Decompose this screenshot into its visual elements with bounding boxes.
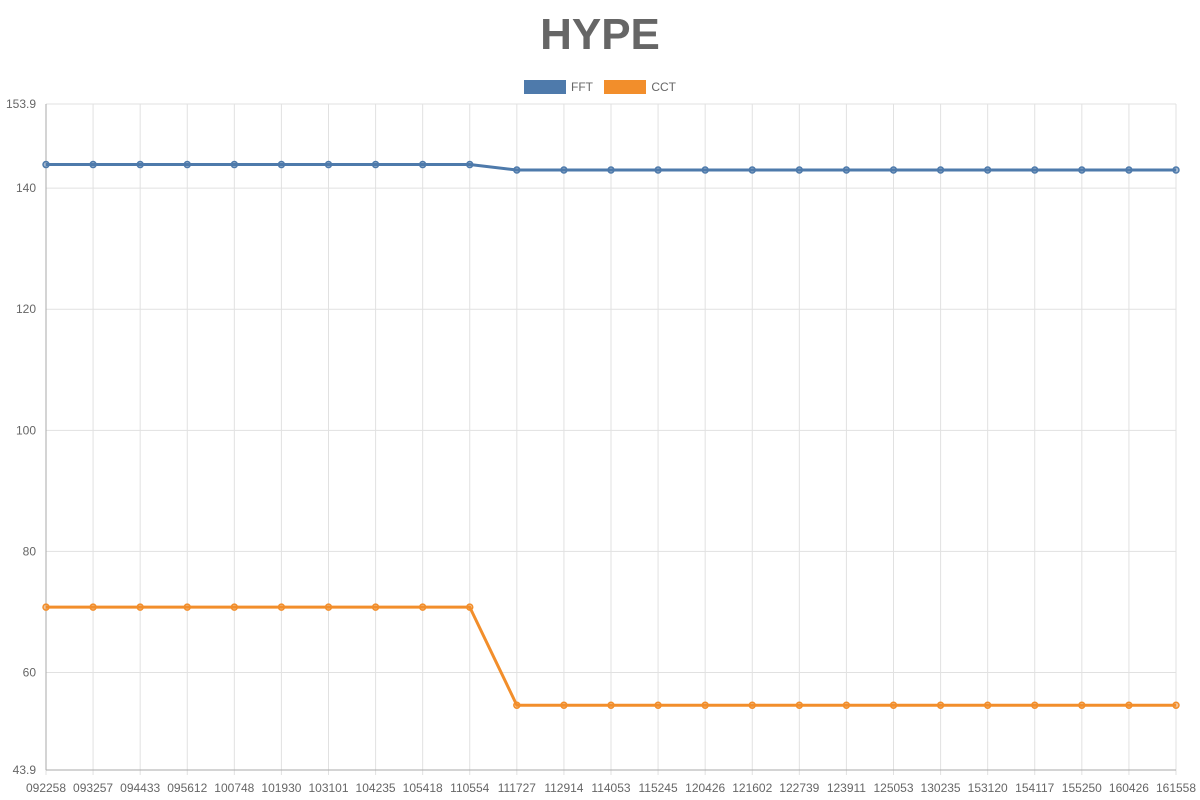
- x-tick-label: 154117: [1015, 781, 1054, 795]
- data-point-fft: [136, 160, 144, 169]
- x-tick-label: 103101: [308, 781, 348, 795]
- x-tick-label: 123911: [827, 781, 866, 795]
- data-point-cct: [183, 603, 191, 611]
- data-point-fft: [748, 166, 756, 174]
- data-point-cct: [1125, 701, 1133, 709]
- chart-title: HYPE: [540, 10, 660, 59]
- legend-swatch-fft: [523, 80, 566, 94]
- x-tick-label: 104235: [356, 781, 396, 795]
- data-point-fft: [607, 166, 615, 174]
- data-point-cct: [560, 701, 568, 709]
- data-point-fft: [466, 160, 474, 169]
- data-point-fft: [701, 166, 709, 174]
- y-tick-label: 43.9: [13, 763, 37, 777]
- legend: FFT CCT: [0, 80, 1200, 97]
- data-point-fft: [42, 160, 50, 169]
- data-point-cct: [42, 603, 50, 611]
- data-point-cct: [983, 701, 992, 709]
- data-point-fft: [1125, 166, 1133, 174]
- data-point-fft: [418, 160, 427, 169]
- x-tick-label: 155250: [1062, 781, 1102, 795]
- x-tick-label: 092258: [26, 781, 66, 795]
- x-tick-label: 160426: [1109, 781, 1149, 795]
- x-tick-label: 101930: [261, 781, 301, 795]
- y-tick-label: 80: [23, 544, 37, 558]
- data-point-cct: [607, 701, 615, 709]
- x-tick-label: 114053: [591, 781, 630, 795]
- data-point-fft: [230, 160, 239, 169]
- data-point-cct: [466, 603, 474, 611]
- data-point-fft: [371, 160, 380, 169]
- y-tick-label: 100: [16, 423, 36, 437]
- data-point-fft: [795, 166, 804, 174]
- legend-label-cct: CCT: [651, 80, 676, 94]
- data-point-fft: [842, 166, 851, 174]
- data-point-cct: [371, 603, 380, 611]
- legend-label-fft: FFT: [570, 80, 593, 94]
- x-tick-label: 111727: [498, 781, 537, 795]
- data-point-fft: [183, 160, 191, 169]
- data-point-cct: [701, 701, 709, 709]
- legend-item-fft[interactable]: FFT: [523, 80, 593, 94]
- data-point-cct: [513, 701, 521, 709]
- data-point-fft: [1031, 166, 1039, 174]
- data-point-cct: [1172, 701, 1180, 709]
- x-tick-label: 121602: [732, 781, 772, 795]
- data-point-fft: [89, 160, 97, 169]
- x-tick-label: 122739: [779, 781, 819, 795]
- x-tick-label: 094433: [120, 781, 160, 795]
- x-tick-label: 115245: [639, 781, 678, 795]
- data-point-cct: [795, 701, 804, 709]
- y-tick-label: 60: [23, 666, 37, 680]
- data-point-cct: [842, 701, 851, 709]
- data-point-cct: [748, 701, 756, 709]
- data-point-fft: [324, 160, 333, 169]
- data-point-fft: [1172, 166, 1180, 174]
- data-point-fft: [1078, 166, 1086, 174]
- data-point-fft: [513, 166, 521, 174]
- data-point-cct: [230, 603, 239, 611]
- data-point-cct: [1078, 701, 1086, 709]
- x-tick-label: 130235: [921, 781, 961, 795]
- x-tick-label: 153120: [968, 781, 1008, 795]
- data-point-cct: [889, 701, 898, 709]
- data-point-fft: [936, 166, 945, 174]
- data-point-fft: [889, 166, 898, 174]
- data-point-fft: [654, 166, 662, 174]
- x-tick-label: 120426: [685, 781, 725, 795]
- data-point-cct: [1031, 701, 1039, 709]
- x-tick-label: 095612: [167, 781, 207, 795]
- data-point-cct: [277, 603, 286, 611]
- x-tick-label: 093257: [73, 781, 113, 795]
- legend-swatch-cct: [604, 80, 647, 94]
- y-tick-label: 120: [16, 302, 36, 316]
- x-tick-label: 105418: [403, 781, 443, 795]
- x-tick-label: 125053: [873, 781, 913, 795]
- x-tick-label: 112914: [544, 781, 583, 795]
- y-tick-label: 153.9: [6, 97, 36, 111]
- data-point-fft: [983, 166, 992, 174]
- data-point-fft: [560, 166, 568, 174]
- data-point-cct: [324, 603, 333, 611]
- data-point-cct: [89, 603, 97, 611]
- data-point-fft: [277, 160, 286, 169]
- legend-item-cct[interactable]: CCT: [604, 80, 676, 94]
- y-tick-label: 140: [16, 181, 36, 195]
- x-tick-label: 100748: [214, 781, 254, 795]
- data-point-cct: [936, 701, 945, 709]
- x-tick-label: 161558: [1156, 781, 1196, 795]
- data-point-cct: [654, 701, 662, 709]
- data-point-cct: [418, 603, 427, 611]
- data-point-cct: [136, 603, 144, 611]
- x-tick-label: 110554: [450, 781, 489, 795]
